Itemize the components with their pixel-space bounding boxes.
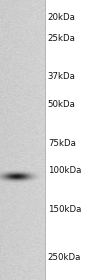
Text: 25kDa: 25kDa <box>48 34 76 43</box>
Text: 100kDa: 100kDa <box>48 166 81 175</box>
Text: 50kDa: 50kDa <box>48 100 76 109</box>
Text: 250kDa: 250kDa <box>48 253 81 262</box>
Text: 75kDa: 75kDa <box>48 139 76 148</box>
Text: 20kDa: 20kDa <box>48 13 76 22</box>
Text: 150kDa: 150kDa <box>48 205 81 214</box>
Text: 37kDa: 37kDa <box>48 72 76 81</box>
